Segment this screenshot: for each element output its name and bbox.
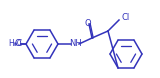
Text: O: O <box>85 20 91 28</box>
Text: Cl: Cl <box>122 12 130 22</box>
Text: NH: NH <box>69 39 81 49</box>
Text: O: O <box>15 39 21 49</box>
Text: H₃C: H₃C <box>8 39 22 49</box>
